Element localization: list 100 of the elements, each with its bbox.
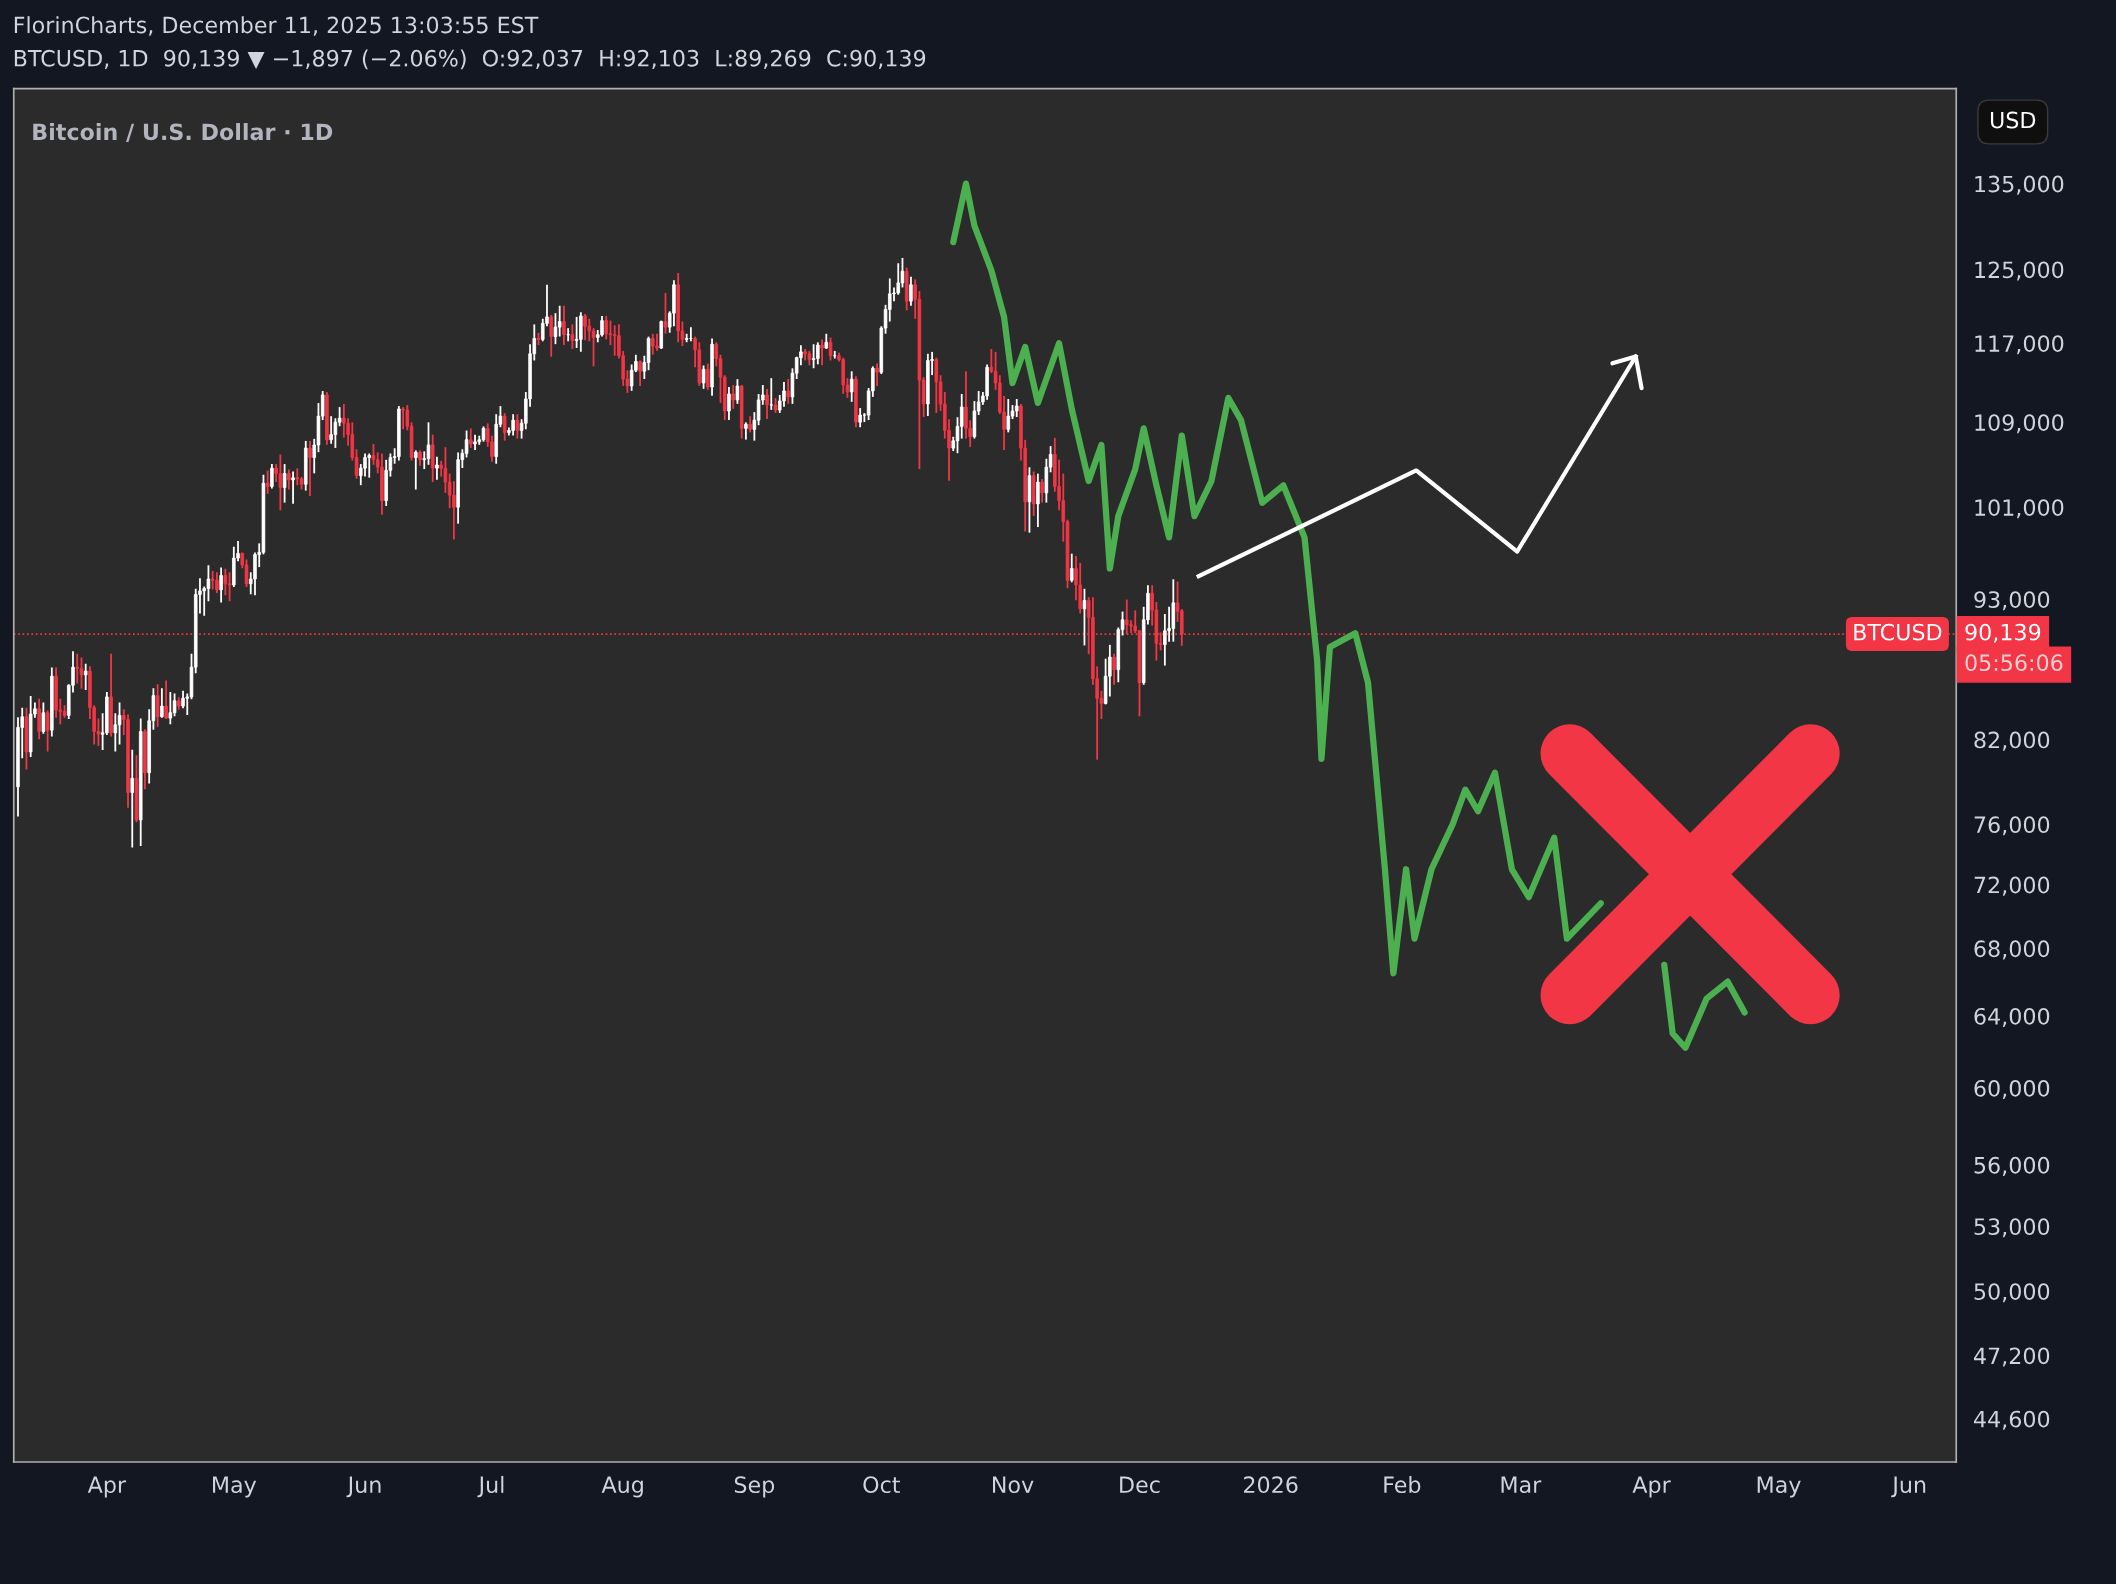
- candlestick: [769, 378, 774, 410]
- x-tick-label: Jun: [346, 1476, 381, 1498]
- chart-subtitle: BTCUSD, 1D 90,139 ▼ −1,897 (−2.06%) O:92,037 H:92,103 L:89,269 C:90,139: [14, 49, 926, 70]
- candlestick: [270, 464, 274, 489]
- x-tick-label: Dec: [1120, 1476, 1160, 1494]
- x-tick-label: Apr: [1632, 1476, 1671, 1498]
- candlestick: [227, 572, 232, 602]
- candlestick: [282, 464, 287, 503]
- candlestick: [473, 434, 477, 451]
- y-tick-label: 72,000: [1974, 876, 2050, 896]
- candlestick: [612, 325, 617, 356]
- candlestick: [570, 324, 575, 349]
- x-tick-label: Feb: [1384, 1475, 1421, 1494]
- ref-line-label: BTCUSD: [1854, 623, 1942, 641]
- candlestick: [215, 572, 219, 593]
- candlestick: [959, 394, 964, 439]
- candlestick: [295, 468, 300, 486]
- candlestick: [828, 337, 833, 361]
- candlestick: [591, 328, 596, 367]
- candlestick: [803, 349, 807, 361]
- x-tick-label: Sep: [734, 1476, 775, 1498]
- candlestick: [820, 339, 824, 366]
- candlestick: [223, 568, 228, 596]
- candlestick: [164, 680, 168, 719]
- candlestick: [515, 414, 520, 439]
- candlestick: [727, 387, 731, 421]
- y-tick-label: 50,000: [1974, 1283, 2050, 1303]
- candlestick: [1112, 653, 1116, 685]
- x-tick-label: Jul: [477, 1475, 504, 1498]
- candlestick: [1082, 588, 1087, 646]
- x-tick-label: May: [213, 1476, 257, 1498]
- candlestick: [663, 292, 668, 334]
- x-tick-label: Jun: [1891, 1476, 1926, 1498]
- candlestick: [655, 333, 659, 351]
- candlestick: [909, 276, 913, 306]
- candlestick: [557, 305, 562, 337]
- candlestick: [210, 571, 215, 590]
- candlestick: [75, 653, 80, 684]
- candlestick: [706, 363, 710, 390]
- candlestick: [646, 336, 651, 371]
- x-tick-label: 2026: [1244, 1476, 1298, 1494]
- candlestick: [651, 333, 655, 355]
- candlestick: [934, 357, 939, 413]
- candlestick: [735, 379, 740, 404]
- candlestick: [638, 360, 642, 386]
- candlestick: [689, 327, 693, 342]
- candlestick: [83, 663, 88, 691]
- candlestick: [731, 385, 735, 409]
- candlestick: [579, 312, 583, 352]
- y-tick-label: 125,000: [1975, 261, 2064, 281]
- y-tick-label: 64,000: [1974, 1007, 2050, 1027]
- candlestick: [37, 698, 41, 740]
- candlestick: [816, 342, 820, 365]
- candlestick: [45, 710, 50, 752]
- x-tick-label: Apr: [87, 1476, 127, 1498]
- candlestick: [574, 316, 579, 348]
- y-tick-label: 76,000: [1974, 816, 2050, 836]
- candlestick: [875, 363, 879, 386]
- y-tick-label: 47,200: [1974, 1347, 2050, 1367]
- chart-title: FlorinCharts, December 11, 2025 13:03:55 EST: [14, 16, 539, 36]
- candlestick: [130, 749, 135, 848]
- candlestick: [604, 315, 609, 340]
- candlestick: [291, 471, 295, 504]
- candlestick: [464, 430, 469, 458]
- x-tick-label: Aug: [601, 1476, 643, 1498]
- candlestick: [430, 434, 435, 482]
- candlestick: [553, 313, 558, 345]
- candlestick: [329, 416, 333, 444]
- candlestick: [113, 713, 118, 752]
- y-tick-label: 109,000: [1975, 414, 2064, 434]
- candlestick: [308, 440, 312, 497]
- candlestick: [1069, 553, 1074, 583]
- candlestick: [765, 389, 769, 420]
- candlestick: [608, 320, 613, 346]
- candlestick: [587, 318, 592, 342]
- x-tick-label: Oct: [863, 1476, 900, 1494]
- candlestick: [562, 305, 566, 346]
- candlestick: [401, 407, 405, 430]
- candlestick: [414, 450, 418, 490]
- candlestick: [333, 418, 338, 448]
- candlestick: [566, 328, 570, 342]
- text: USD: [1990, 111, 2036, 129]
- candlestick: [832, 350, 837, 359]
- y-tick-label: 117,000: [1975, 335, 2064, 355]
- annotation: Bitcoin / U.S. Dollar · 1D: [33, 123, 333, 142]
- candlestick: [278, 454, 283, 511]
- candlestick: [287, 469, 291, 490]
- candlestick: [511, 414, 515, 436]
- candlestick: [443, 447, 448, 493]
- candlestick: [502, 413, 507, 441]
- x-tick-label: Mar: [1501, 1476, 1542, 1494]
- y-tick-label: 135,000: [1975, 175, 2064, 195]
- candlestick: [1040, 479, 1044, 503]
- candlestick: [371, 444, 376, 465]
- candlestick: [1036, 473, 1040, 528]
- y-tick-label: 82,000: [1974, 731, 2050, 751]
- candlestick: [219, 567, 223, 603]
- candlestick: [117, 702, 122, 745]
- candlestick: [172, 693, 177, 717]
- y-tick-label: 93,000: [1974, 591, 2050, 611]
